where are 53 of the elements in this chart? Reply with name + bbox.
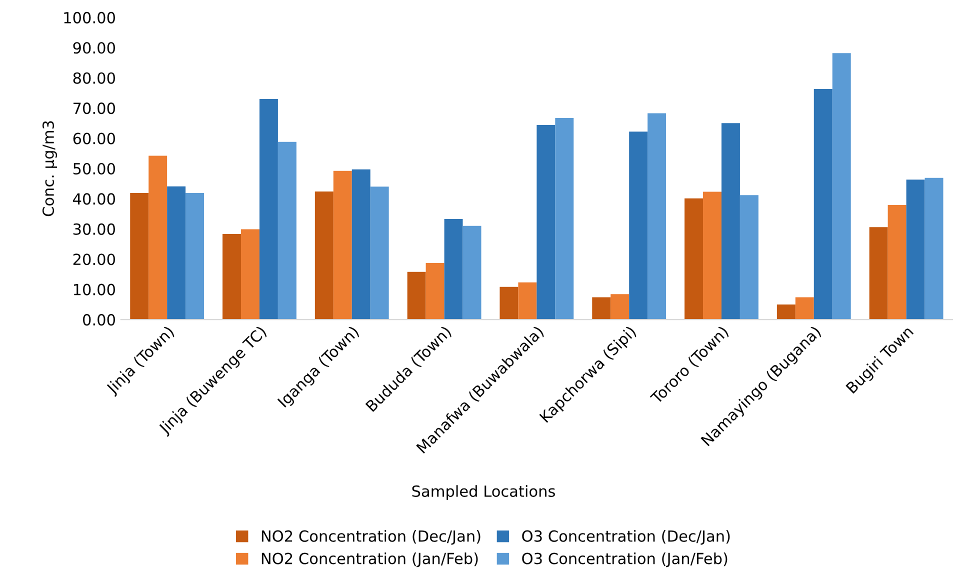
bar bbox=[832, 53, 851, 320]
bar bbox=[906, 180, 925, 320]
bar bbox=[314, 191, 334, 320]
bar bbox=[500, 286, 518, 320]
x-axis-title: Sampled Locations bbox=[412, 485, 555, 500]
bar bbox=[648, 113, 666, 320]
bar bbox=[222, 234, 241, 320]
bar bbox=[462, 226, 482, 320]
bar bbox=[241, 229, 260, 320]
bar bbox=[130, 192, 149, 320]
bar bbox=[869, 227, 888, 320]
bar bbox=[610, 294, 630, 320]
bar bbox=[555, 118, 574, 320]
bar bbox=[444, 218, 463, 320]
bar bbox=[776, 304, 796, 320]
bar bbox=[703, 192, 722, 320]
bar bbox=[186, 192, 204, 320]
bar bbox=[740, 195, 758, 320]
legend-label: NO2 Concentration (Dec/Jan) bbox=[262, 530, 480, 545]
y-tick-label: 70.00 bbox=[74, 102, 115, 114]
bar bbox=[278, 142, 296, 320]
bar bbox=[333, 170, 352, 320]
bar bbox=[888, 205, 906, 320]
bar bbox=[592, 297, 611, 320]
bar bbox=[167, 186, 186, 320]
y-tick-label: 40.00 bbox=[73, 193, 115, 205]
bar bbox=[426, 263, 444, 320]
y-tick-label: 20.00 bbox=[73, 254, 115, 266]
bar bbox=[924, 178, 944, 320]
bar bbox=[629, 132, 648, 320]
bar bbox=[148, 156, 168, 320]
y-tick-label: 60.00 bbox=[73, 132, 115, 144]
bar bbox=[684, 198, 704, 320]
legend-label: NO2 Concentration (Jan/Feb) bbox=[262, 552, 478, 568]
y-tick-label: 10.00 bbox=[74, 284, 115, 296]
y-axis-title: Conc. µg/m3 bbox=[42, 121, 57, 216]
bar bbox=[721, 123, 740, 320]
bar bbox=[814, 89, 832, 320]
y-tick-label: 100.00 bbox=[64, 12, 115, 24]
bar bbox=[259, 99, 278, 320]
y-tick-label: 0.00 bbox=[83, 314, 115, 326]
bar bbox=[795, 297, 814, 320]
legend-label: O3 Concentration (Dec/Jan) bbox=[522, 530, 730, 545]
y-tick-label: 80.00 bbox=[73, 72, 115, 84]
y-tick-label: 50.00 bbox=[73, 162, 115, 175]
bar bbox=[370, 186, 389, 320]
y-tick-label: 30.00 bbox=[73, 223, 115, 235]
bar bbox=[536, 124, 556, 320]
legend-label: O3 Concentration (Jan/Feb) bbox=[522, 552, 728, 568]
bar bbox=[518, 282, 537, 320]
bar bbox=[407, 272, 426, 320]
bar bbox=[352, 169, 370, 320]
y-tick-label: 90.00 bbox=[73, 42, 115, 54]
